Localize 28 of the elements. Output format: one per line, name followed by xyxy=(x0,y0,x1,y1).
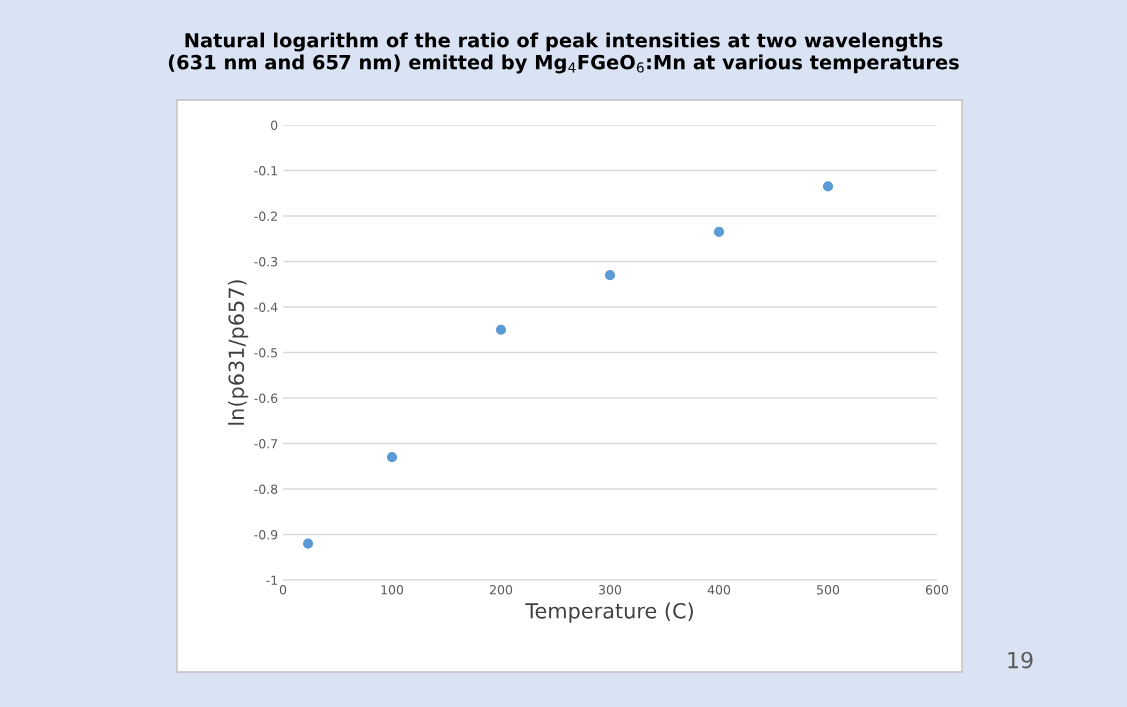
x-axis-title: Temperature (C) xyxy=(525,602,693,623)
x-tick-label: 100 xyxy=(381,585,404,595)
x-tick-label: 300 xyxy=(599,585,622,595)
point xyxy=(822,181,834,192)
y-tick-label: -1 xyxy=(266,575,277,585)
point xyxy=(495,324,507,335)
y-tick-label: -0.8 xyxy=(254,484,278,494)
y-tick-label: 0 xyxy=(271,120,278,130)
x-tick-label: 0 xyxy=(279,585,287,595)
point xyxy=(302,538,314,549)
chart-title: Natural logarithm of the ratio of peak intensities at two wavelengths (631 nm and 657 nm) emitted by Mg$_{4}$FGeO$_{6}$:Mn at various temperatures xyxy=(168,32,959,74)
point xyxy=(386,452,398,463)
y-tick-label: -0.6 xyxy=(254,393,278,403)
text: 19 xyxy=(1008,651,1033,669)
y-tick-label: -0.5 xyxy=(254,347,278,358)
point xyxy=(713,226,725,238)
y-tick-label: -0.2 xyxy=(254,211,277,221)
x-tick-label: 200 xyxy=(489,585,513,595)
x-tick-label: 400 xyxy=(707,585,731,595)
point xyxy=(604,270,616,281)
x-tick-label: 500 xyxy=(817,585,840,595)
y-tick-label: -0.7 xyxy=(254,438,278,449)
y-tick-label: -0.1 xyxy=(254,165,277,176)
y-tick-label: -0.4 xyxy=(254,302,278,312)
y-tick-label: -0.3 xyxy=(254,256,278,267)
y-tick-label: -0.9 xyxy=(254,529,278,540)
y-axis-title: ln(p631/p657) xyxy=(228,280,249,425)
x-tick-label: 600 xyxy=(925,585,949,595)
